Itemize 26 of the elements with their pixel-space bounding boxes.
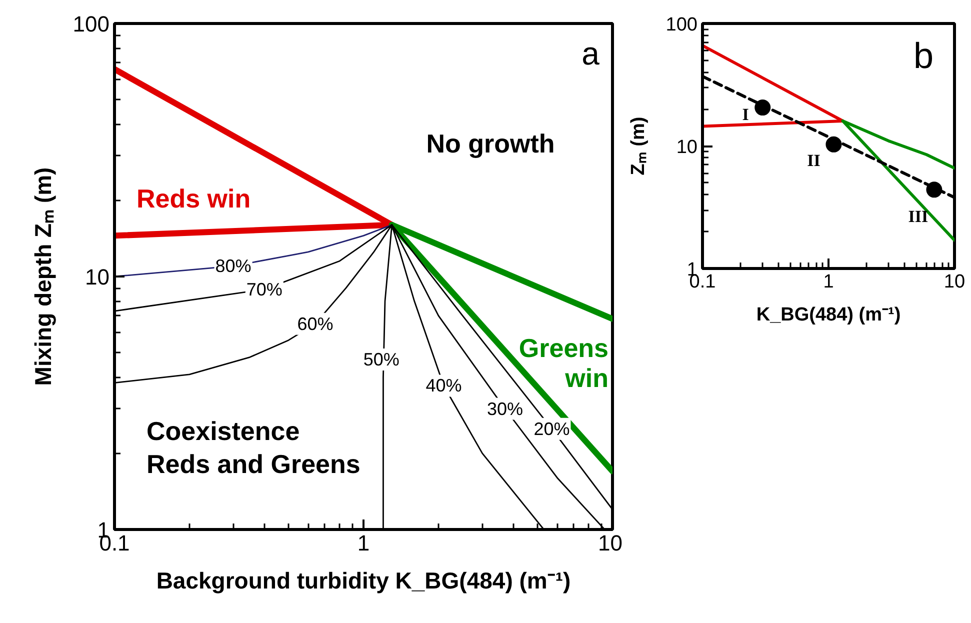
annotation: 50% [363,349,400,370]
annotation: I [742,105,750,124]
series-label: Reds win [136,184,251,214]
x-tick-label: 10 [944,272,966,292]
y-axis-title: Zₘ (m) [628,116,649,176]
y-tick-label: 100 [72,12,110,36]
annotation: 80% [215,256,252,276]
annotation: 60% [297,314,334,334]
series-label: Greens win [518,332,609,393]
y-axis-title: Mixing depth Zₘ (m) [30,167,56,386]
annotation: II [807,150,821,170]
x-tick-label: 1 [357,530,370,556]
annotation: 30% [486,398,523,419]
annotation: III [908,207,929,226]
annotation: Coexistence Reds and Greens [146,416,360,479]
x-tick-label: 1 [823,272,834,292]
annotation: a [582,36,600,72]
x-axis-title: Background turbidity K_BG(484) (m⁻¹) [156,568,571,594]
annotation: No growth [426,128,555,158]
annotation: b [913,35,934,76]
annotation: 70% [246,279,282,300]
y-tick-label: 100 [666,14,698,36]
x-tick-label: 10 [598,530,623,556]
y-tick-label: 10 [676,137,698,158]
annotation: 40% [426,376,462,396]
x-axis-title: K_BG(484) (m⁻¹) [756,304,901,326]
